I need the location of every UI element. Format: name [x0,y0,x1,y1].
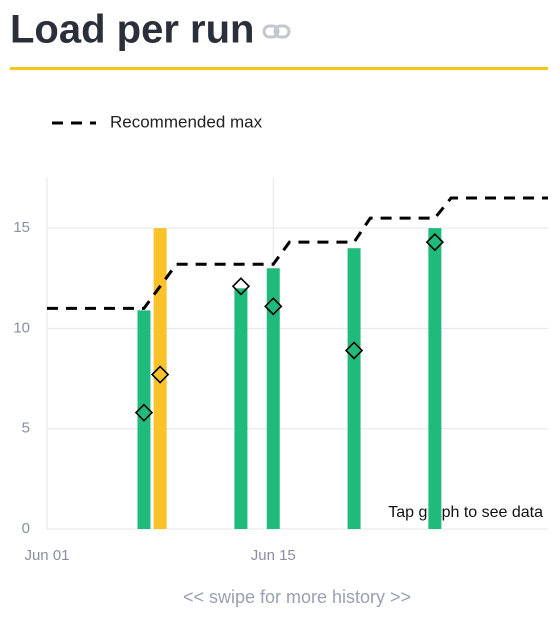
y-tick-label: 0 [22,520,30,537]
x-tick-label: Jun 15 [251,547,296,564]
y-tick-label: 15 [13,219,30,236]
grid [46,178,548,530]
annotation: Tap graph to see data [388,504,543,521]
link-icon[interactable] [262,24,291,39]
marker [264,297,283,316]
line [47,196,548,310]
bar [347,248,361,529]
chart-title: Load per run [10,8,254,52]
y-tick-label: 10 [13,319,30,336]
marker [231,277,251,296]
marker [134,403,154,422]
title-underline [10,67,548,70]
bar [428,228,442,529]
marker [425,233,445,252]
bar [234,288,248,529]
y-tick-label: 5 [22,420,30,437]
bar [266,268,280,529]
legend-label: Recommended max [110,112,263,131]
marker [150,365,170,384]
marker [344,341,364,360]
bar [153,228,167,529]
x-tick-label: Jun 01 [24,547,69,564]
footer[interactable]: << swipe for more history >> [183,587,411,607]
